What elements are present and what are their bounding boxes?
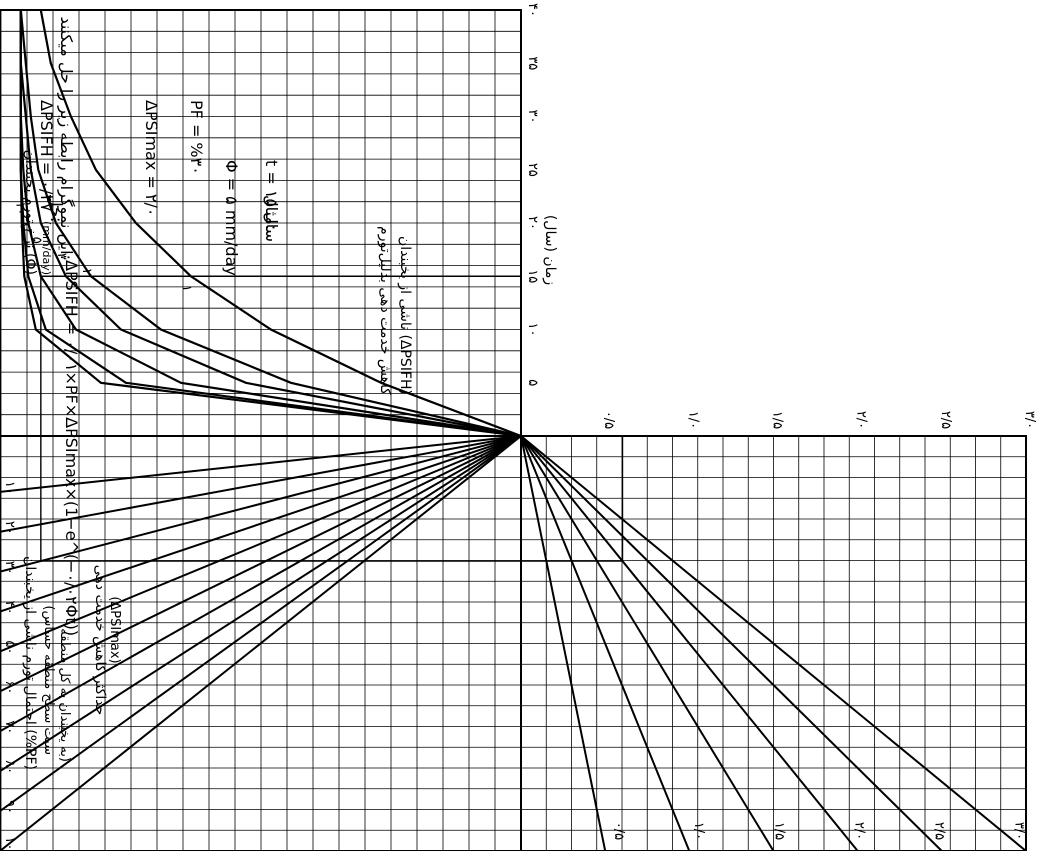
output-axis-ticks: ۰/۵ ۱/۰ ۱/۵ ۲/۰ ۲/۵ ۳/۰ [601,411,1037,429]
heave-rate-frame [0,9,522,437]
probability-ray-50 [0,435,522,653]
probability-ray-40 [0,435,522,613]
max-loss-label: ۱/۰ [691,822,706,840]
heave-curve-label: ۸ [16,221,31,228]
output-tick: ۳/۰ [1022,411,1037,429]
given-t: t = ۱۵ سال [262,160,281,242]
probability-subtitle-2: به یخبندان به کل منطقه) [57,628,72,762]
probability-tick: ۱۰ [2,481,17,495]
max-loss-label: ۲/۰ [851,822,866,840]
equation-intro: این نموگرام رابطه زیر را حل میکنند: [56,16,76,260]
probability-ray-90 [0,435,522,812]
heave-curve-label: ۲ [79,269,94,276]
max-loss-label: ۳/۰ [1012,822,1027,840]
given-pf: PF = %۳۰ [187,100,206,175]
probability-subtitle-1: (سبت سطح منطقه حساس [41,605,56,755]
heave-rate-quadrant: ۱ ۲ ۳ ۵ ۸ ۱۰ [0,9,522,438]
probability-tick: ۲۰ [2,521,17,535]
time-tick: ۱۵ [525,269,540,283]
probability-ray-80 [0,435,522,773]
heave-curve-phi-1 [39,9,522,438]
time-tick: ۳۰ [525,110,540,124]
time-tick: ۵ [525,379,540,386]
heave-curve-phi-2 [19,9,522,438]
probability-tick: ۹۰ [2,800,17,814]
output-tick: ۲/۵ [938,411,953,429]
probability-tick: ۵۰ [2,641,17,655]
heave-curve-label: ۳ [54,253,69,260]
probability-title: احتمال تورم ناشی از یخبندان (%PF) [22,556,38,770]
given-psimax: ΔPSImax = ۲/۰ [142,100,161,216]
output-tick: ۲/۰ [854,411,869,429]
time-tick: ۴۰ [525,3,540,17]
heave-curve-label: ۱۰ [12,201,27,215]
max-loss-ray-0.5 [520,435,607,851]
heave-curve-label: ۱ [179,285,194,292]
max-loss-ray-1 [520,435,691,851]
heave-curve-label: ۵ [29,237,44,244]
output-tick: ۱/۰ [685,411,700,429]
given-label: مثال: [262,195,281,230]
max-loss-ray-2.5 [520,435,943,851]
max-loss-ray-3 [520,435,1027,851]
probability-tick: ۶۰ [2,680,17,694]
probability-tick: ۴۰ [2,601,17,615]
output-axis-label-1: کاهش خدمت دهی بدلیل‌تورم [377,226,393,395]
probability-ray-10 [0,435,522,493]
solution-label: حل: [47,195,66,222]
time-tick: ۱۰ [525,323,540,337]
probability-tick: ۷۰ [2,720,17,734]
probability-tick: ۳۰ [2,561,17,575]
max-loss-title: حداکثر کاهش خدمت دهی [92,565,108,716]
equation: ΔPSIFH = ۰/۰۱×PF×ΔPSImax×(1−e^(−۰/۰۲Φt)) [62,260,81,636]
example-solution-path [40,275,624,562]
heave-rate-unit: (mm/day) [40,221,53,275]
max-loss-ray-1.5 [520,435,775,851]
probability-ray-30 [0,435,522,573]
heave-curve-phi-10 [19,10,522,438]
given-phi: Φ = ۵ mm/day [222,160,241,276]
time-axis-ticks: ۵ ۱۰ ۱۵ ۲۰ ۲۵ ۳۰ ۳۵ ۴۰ [525,3,540,386]
max-loss-label: ۱/۵ [771,822,786,840]
time-tick: ۲۰ [525,216,540,230]
max-loss-label: ۲/۵ [932,822,947,840]
probability-ray-100 [0,435,522,851]
probability-ray-60 [0,435,522,693]
heave-rate-title: نرخ تورم یخبندان (Φ) [22,150,38,275]
max-loss-quadrant: ۰/۵ ۱/۰ ۱/۵ ۲/۰ ۲/۵ ۳/۰ [520,435,1027,851]
output-tick: ۱/۵ [770,411,785,429]
max-loss-label: ۰/۵ [611,822,626,840]
time-tick: ۲۵ [525,163,540,177]
probability-quadrant: ۱۰ ۲۰ ۳۰ ۴۰ ۵۰ ۶۰ ۷۰ ۸۰ ۹۰ ۱۰۰ [0,435,522,851]
probability-ray-20 [0,435,522,533]
probability-ray-70 [0,435,522,733]
time-axis-label: زمان (سال) [542,215,558,285]
max-loss-ray-2 [520,435,859,851]
time-tick: ۳۵ [525,56,540,70]
result: ΔPSIFH = ۰/۴۷ [37,100,56,212]
probability-tick: ۸۰ [2,760,17,774]
output-tick: ۰/۵ [601,411,616,429]
output-axis-label-2: ناشی از یخبندان (ΔPSIFH) [397,236,413,395]
max-loss-subtitle: (ΔPSImax) [107,596,122,663]
probability-tick: ۱۰۰ [2,837,17,851]
heave-curve-phi-3 [19,10,522,438]
